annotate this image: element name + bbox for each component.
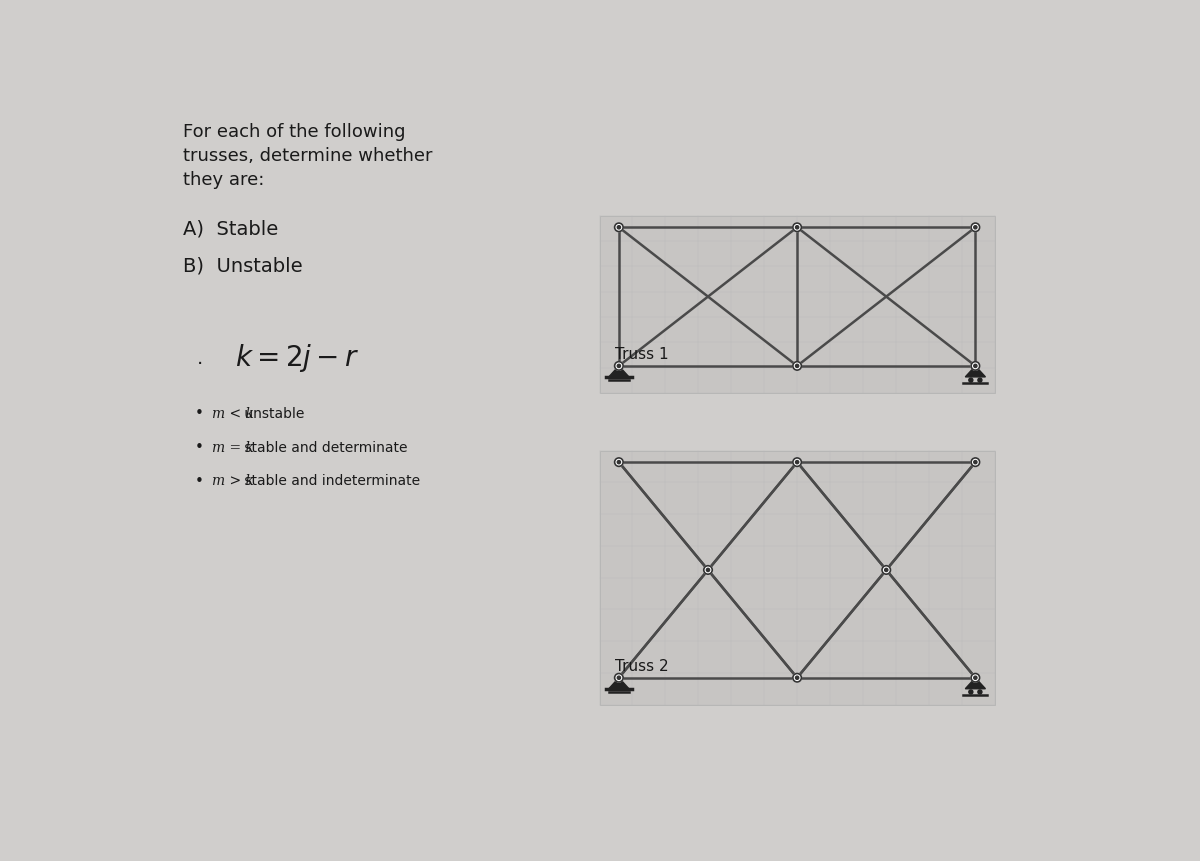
Circle shape [884, 568, 888, 572]
Circle shape [796, 226, 799, 229]
FancyBboxPatch shape [600, 216, 995, 393]
Text: stable and determinate: stable and determinate [240, 441, 408, 455]
Circle shape [707, 568, 709, 572]
Polygon shape [965, 678, 985, 689]
Circle shape [971, 673, 979, 682]
FancyBboxPatch shape [600, 450, 995, 704]
Circle shape [703, 566, 713, 574]
Circle shape [978, 690, 982, 694]
Circle shape [614, 673, 623, 682]
Circle shape [882, 566, 890, 574]
Text: m = k: m = k [212, 441, 254, 455]
Text: •: • [194, 474, 204, 489]
Circle shape [796, 461, 799, 464]
Text: $k = 2j - r$: $k = 2j - r$ [235, 342, 360, 375]
Circle shape [614, 362, 623, 370]
Circle shape [617, 676, 620, 679]
Circle shape [617, 364, 620, 368]
Circle shape [971, 458, 979, 467]
Text: m < k: m < k [212, 406, 254, 421]
Circle shape [793, 673, 802, 682]
Polygon shape [608, 366, 629, 377]
Circle shape [793, 223, 802, 232]
Circle shape [971, 223, 979, 232]
Circle shape [973, 226, 977, 229]
Circle shape [796, 364, 799, 368]
Circle shape [793, 458, 802, 467]
Circle shape [973, 364, 977, 368]
Text: For each of the following
trusses, determine whether
they are:: For each of the following trusses, deter… [182, 123, 432, 189]
Circle shape [796, 676, 799, 679]
Circle shape [968, 690, 973, 694]
Circle shape [978, 378, 982, 382]
Text: Truss 1: Truss 1 [616, 347, 668, 362]
Circle shape [614, 223, 623, 232]
Circle shape [973, 461, 977, 464]
Text: unstable: unstable [240, 406, 305, 421]
Text: .: . [197, 349, 203, 368]
Circle shape [971, 362, 979, 370]
Circle shape [973, 676, 977, 679]
Text: m > k: m > k [212, 474, 254, 488]
Circle shape [614, 458, 623, 467]
Text: •: • [194, 440, 204, 455]
Text: Truss 2: Truss 2 [616, 659, 668, 674]
Text: stable and indeterminate: stable and indeterminate [240, 474, 420, 488]
Circle shape [968, 378, 973, 382]
Text: •: • [194, 406, 204, 421]
Circle shape [617, 461, 620, 464]
Circle shape [793, 362, 802, 370]
Polygon shape [965, 366, 985, 377]
Circle shape [617, 226, 620, 229]
Polygon shape [608, 678, 629, 689]
Text: B)  Unstable: B) Unstable [182, 257, 302, 276]
Text: A)  Stable: A) Stable [182, 220, 278, 238]
